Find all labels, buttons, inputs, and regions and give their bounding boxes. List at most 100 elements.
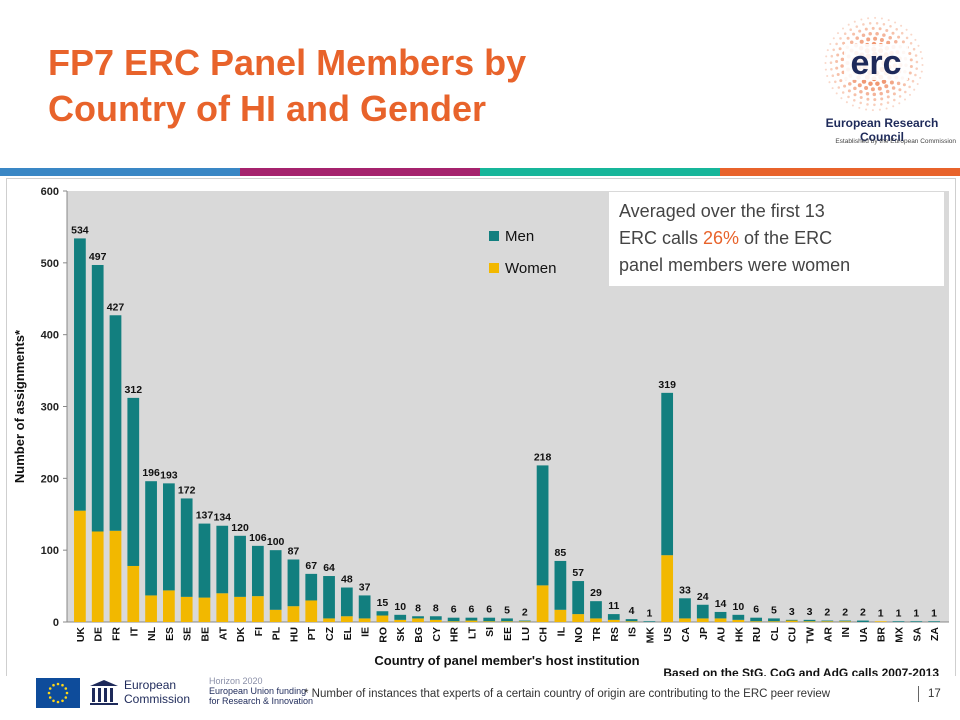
- bar-men-AT: [216, 525, 229, 594]
- bar-men-CH: [536, 465, 549, 586]
- data-label-CZ: 64: [323, 562, 335, 574]
- data-label-CA: 33: [679, 584, 691, 596]
- h2020-line1: Horizon 2020: [209, 676, 263, 686]
- bar-women-BR: [874, 621, 887, 622]
- bar-men-MK: [643, 621, 656, 622]
- bar-women-JP: [696, 618, 709, 622]
- footer: [0, 676, 960, 720]
- x-tick-label-IT: IT: [128, 626, 140, 636]
- data-label-TW: 3: [807, 606, 813, 618]
- bar-women-US: [661, 555, 674, 622]
- bar-men-FR: [109, 315, 122, 531]
- bar-men-HR: [447, 617, 460, 622]
- data-label-RO: 15: [377, 597, 389, 609]
- data-label-SI: 6: [486, 604, 492, 616]
- bar-women-BG: [412, 618, 424, 622]
- data-label-TR: 29: [590, 587, 602, 599]
- bar-men-RU: [750, 617, 763, 622]
- x-tick-label-RS: RS: [609, 627, 621, 642]
- slide-title: FP7 ERC Panel Members by Country of HI a…: [48, 40, 768, 132]
- data-label-SK: 10: [394, 601, 406, 613]
- x-tick-label-DK: DK: [235, 627, 247, 643]
- logo-name: European Research Council: [825, 116, 939, 144]
- x-tick-label-SI: SI: [484, 627, 496, 637]
- summary-note: Averaged over the first 13 ERC calls 26%…: [609, 192, 944, 286]
- x-tick-label-TW: TW: [805, 627, 817, 643]
- x-tick-label-HR: HR: [449, 627, 461, 643]
- data-label-AU: 14: [715, 598, 727, 610]
- x-tick-label-AR: AR: [822, 627, 834, 643]
- bar-men-US: [661, 392, 674, 556]
- data-label-PT: 67: [305, 560, 317, 572]
- bar-men-HU: [287, 559, 300, 607]
- x-tick-label-MX: MX: [894, 627, 906, 643]
- color-strip-blue: [0, 168, 240, 176]
- bar-men-CA: [679, 598, 691, 619]
- bar-men-IN: [839, 620, 851, 622]
- bar-women-AR: [821, 621, 834, 622]
- data-label-HK: 10: [733, 601, 745, 613]
- x-tick-label-CA: CA: [680, 627, 692, 643]
- data-label-NL: 196: [142, 467, 160, 479]
- bar-men-SA: [910, 621, 923, 622]
- data-label-LU: 2: [522, 607, 528, 619]
- x-tick-label-EE: EE: [502, 627, 514, 641]
- x-tick-label-DE: DE: [93, 627, 105, 642]
- data-label-AT: 134: [213, 512, 231, 524]
- bar-men-CZ: [323, 576, 335, 619]
- x-tick-label-BG: BG: [413, 627, 425, 643]
- slide-title-line2: Country of HI and Gender: [48, 88, 487, 129]
- bar-men-IT: [127, 397, 140, 566]
- bar-women-CL: [768, 621, 780, 622]
- x-tick-label-IN: IN: [840, 627, 852, 638]
- note-line1: Averaged over the first 13: [619, 201, 825, 221]
- x-tick-label-RO: RO: [377, 627, 389, 643]
- color-strip-purple: [240, 168, 480, 176]
- bar-women-IS: [625, 621, 638, 622]
- page-number: 17: [928, 688, 941, 700]
- x-tick-label-UK: UK: [75, 627, 87, 643]
- bar-women-BE: [198, 597, 211, 622]
- bar-women-HR: [447, 621, 460, 622]
- bar-women-IN: [839, 621, 851, 622]
- bar-men-CY: [429, 616, 442, 620]
- bar-men-JP: [696, 604, 709, 619]
- bar-women-NO: [572, 614, 585, 622]
- data-label-IS: 4: [629, 605, 635, 617]
- bar-men-SE: [180, 498, 193, 597]
- bar-women-IE: [358, 618, 371, 622]
- y-tick-label: 500: [41, 258, 59, 270]
- bar-men-AR: [821, 620, 834, 622]
- data-label-SA: 1: [913, 607, 919, 619]
- bar-men-RO: [376, 611, 389, 616]
- h2020-line3: for Research & Innovation: [209, 696, 314, 706]
- bar-women-DE: [91, 531, 104, 622]
- erc-dot-burst-icon: erc: [824, 16, 924, 112]
- data-label-IN: 2: [842, 607, 848, 619]
- logo-subtitle: Established by the European Commission: [835, 138, 956, 145]
- note-line2-pre: ERC calls: [619, 228, 704, 248]
- x-tick-label-FI: FI: [253, 627, 265, 636]
- h2020-line2: European Union funding: [209, 686, 307, 696]
- bar-women-CH: [536, 585, 549, 622]
- x-tick-label-ES: ES: [164, 627, 176, 641]
- bar-women-IL: [554, 609, 567, 622]
- data-label-PL: 100: [267, 536, 285, 548]
- bar-men-MX: [892, 621, 905, 622]
- bar-women-RS: [607, 619, 620, 622]
- data-label-HU: 87: [288, 546, 300, 558]
- bar-men-LT: [465, 617, 478, 621]
- x-tick-label-CL: CL: [769, 626, 781, 641]
- data-label-DE: 497: [89, 251, 107, 263]
- y-tick-label: 100: [41, 545, 59, 557]
- bar-women-SI: [483, 621, 496, 622]
- bar-women-CY: [429, 619, 442, 622]
- bar-women-FR: [109, 530, 122, 622]
- horizon-2020-label: Horizon 2020 European Union funding for …: [209, 676, 313, 706]
- x-tick-label-SK: SK: [395, 627, 407, 642]
- x-tick-label-IE: IE: [360, 627, 372, 637]
- data-label-UA: 2: [860, 607, 866, 619]
- x-tick-label-NO: NO: [573, 627, 585, 643]
- data-label-US: 319: [658, 379, 676, 391]
- legend-swatch-men: [489, 231, 499, 241]
